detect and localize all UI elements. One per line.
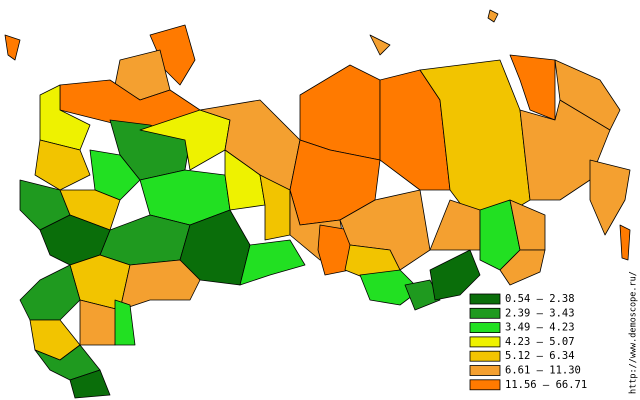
region: [4, 34, 21, 61]
legend-swatch: [469, 336, 501, 348]
legend-label: 5.12 – 6.34: [505, 350, 575, 362]
legend-swatch: [469, 379, 501, 391]
legend-label: 6.61 – 11.30: [505, 365, 581, 377]
region: [59, 189, 121, 231]
region: [69, 369, 111, 399]
region: [509, 54, 556, 121]
region: [99, 214, 191, 266]
legend-swatch: [469, 350, 501, 362]
region: [429, 199, 481, 251]
legend-label: 3.49 – 4.23: [505, 322, 575, 334]
region: [259, 174, 291, 241]
region: [429, 249, 481, 301]
region: [554, 59, 621, 131]
legend-swatch: [469, 307, 501, 319]
region: [404, 279, 441, 311]
region: [487, 9, 499, 23]
region: [224, 149, 266, 211]
legend-label: 0.54 – 2.38: [505, 293, 575, 305]
legend-label: 11.56 – 66.71: [505, 379, 587, 391]
region: [519, 99, 611, 201]
region: [19, 264, 81, 321]
region: [119, 259, 201, 311]
legend-swatch: [469, 293, 501, 305]
regions: [4, 9, 631, 399]
legend-label: 2.39 – 3.43: [505, 307, 575, 319]
region: [499, 249, 546, 286]
legend-swatch: [469, 322, 501, 334]
region: [239, 239, 306, 286]
region: [89, 149, 141, 201]
source-watermark: http://www.demoscope.ru/: [629, 271, 639, 394]
region: [34, 139, 91, 191]
region: [619, 224, 631, 261]
legend-swatch: [469, 365, 501, 376]
legend: 0.54 – 2.38 2.39 – 3.43 3.49 – 4.23 4.23 – …: [469, 293, 587, 391]
region: [589, 159, 631, 236]
region: [369, 34, 391, 56]
legend-label: 4.23 – 5.07: [505, 336, 575, 348]
region: [114, 299, 136, 346]
